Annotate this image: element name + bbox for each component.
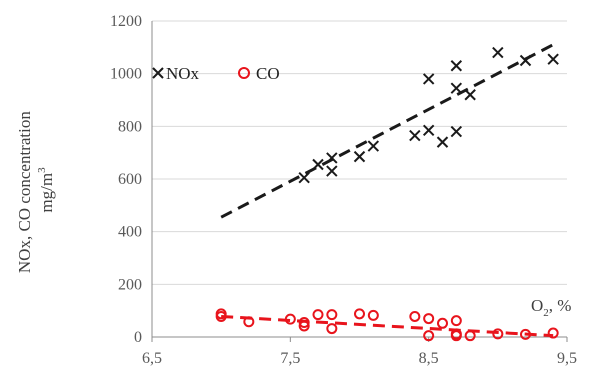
data-point-nox (312, 158, 324, 171)
data-point-nox (326, 165, 338, 177)
data-point-co (367, 309, 379, 321)
data-point-nox (450, 82, 463, 94)
data-point-nox (492, 46, 504, 59)
data-point-co (464, 330, 476, 342)
data-point-co (492, 328, 504, 340)
data-point-co (450, 330, 462, 342)
trendline-co (221, 314, 554, 338)
x-axis-title-main: O (531, 296, 543, 315)
data-point-nox (298, 171, 310, 184)
data-point-co (423, 313, 435, 325)
y-axis-title: NOx, CO concentration mg/m3 (15, 107, 56, 273)
x-tick-label: 8,5 (419, 350, 439, 367)
y-tick-label: 800 (118, 118, 142, 135)
data-point-nox (409, 129, 421, 142)
data-point-co (243, 316, 255, 328)
data-point-co (450, 315, 462, 327)
data-point-co (547, 327, 559, 339)
data-point-co (298, 320, 310, 332)
y-tick-labels: 0 200 400 600 800 1000 1200 (110, 13, 142, 346)
data-point-co (423, 330, 435, 342)
x-axis-title-sub: 2 (543, 307, 549, 319)
legend-nox-marker-icon (152, 67, 164, 79)
trendline-nox (220, 43, 554, 219)
data-point-nox (547, 53, 559, 65)
y-tick-label: 0 (134, 329, 142, 346)
data-point-nox (422, 73, 435, 85)
y-tick-label: 600 (118, 171, 142, 188)
data-point-co (520, 328, 531, 340)
y-axis-title-line2: mg/m (37, 173, 56, 213)
y-tick-label: 1200 (110, 13, 142, 30)
data-point-co (354, 308, 365, 320)
data-point-nox (464, 89, 476, 101)
x-tick-labels: 6,5 7,5 8,5 9,5 (142, 350, 577, 367)
x-tick-label: 9,5 (557, 350, 577, 367)
y-axis-title-sup: 3 (36, 167, 48, 173)
x-tick-label: 6,5 (142, 350, 162, 367)
data-point-co (437, 317, 448, 329)
data-point-co (409, 310, 421, 322)
data-point-co (215, 310, 227, 322)
trend-lines (220, 43, 554, 338)
axes (151, 21, 568, 342)
data-point-nox (450, 125, 463, 138)
data-point-co (284, 313, 296, 325)
legend: NOx CO (152, 64, 280, 83)
data-point-nox (353, 150, 366, 163)
x-tick-label: 7,5 (280, 350, 300, 367)
data-point-co (312, 309, 324, 321)
y-tick-label: 200 (118, 276, 142, 293)
data-point-nox (422, 124, 435, 136)
data-point-nox (450, 60, 463, 72)
legend-label-co: CO (256, 64, 280, 83)
data-point-co (326, 309, 338, 321)
x-axis-title: O2, % (531, 296, 571, 319)
data-point-co (326, 323, 338, 335)
y-tick-label: 1000 (110, 66, 142, 83)
data-point-co (298, 317, 310, 329)
data-point-nox (519, 54, 532, 67)
data-point-nox (436, 136, 449, 148)
legend-co-marker-icon (238, 67, 250, 79)
legend-label-nox: NOx (166, 64, 200, 83)
data-points (215, 46, 559, 342)
data-point-nox (367, 140, 380, 152)
data-point-nox (326, 152, 338, 164)
gridlines (152, 20, 567, 285)
x-axis-title-suffix: , % (549, 296, 572, 315)
y-axis-title-line1: NOx, CO concentration (15, 111, 34, 273)
y-tick-label: 400 (118, 224, 142, 241)
